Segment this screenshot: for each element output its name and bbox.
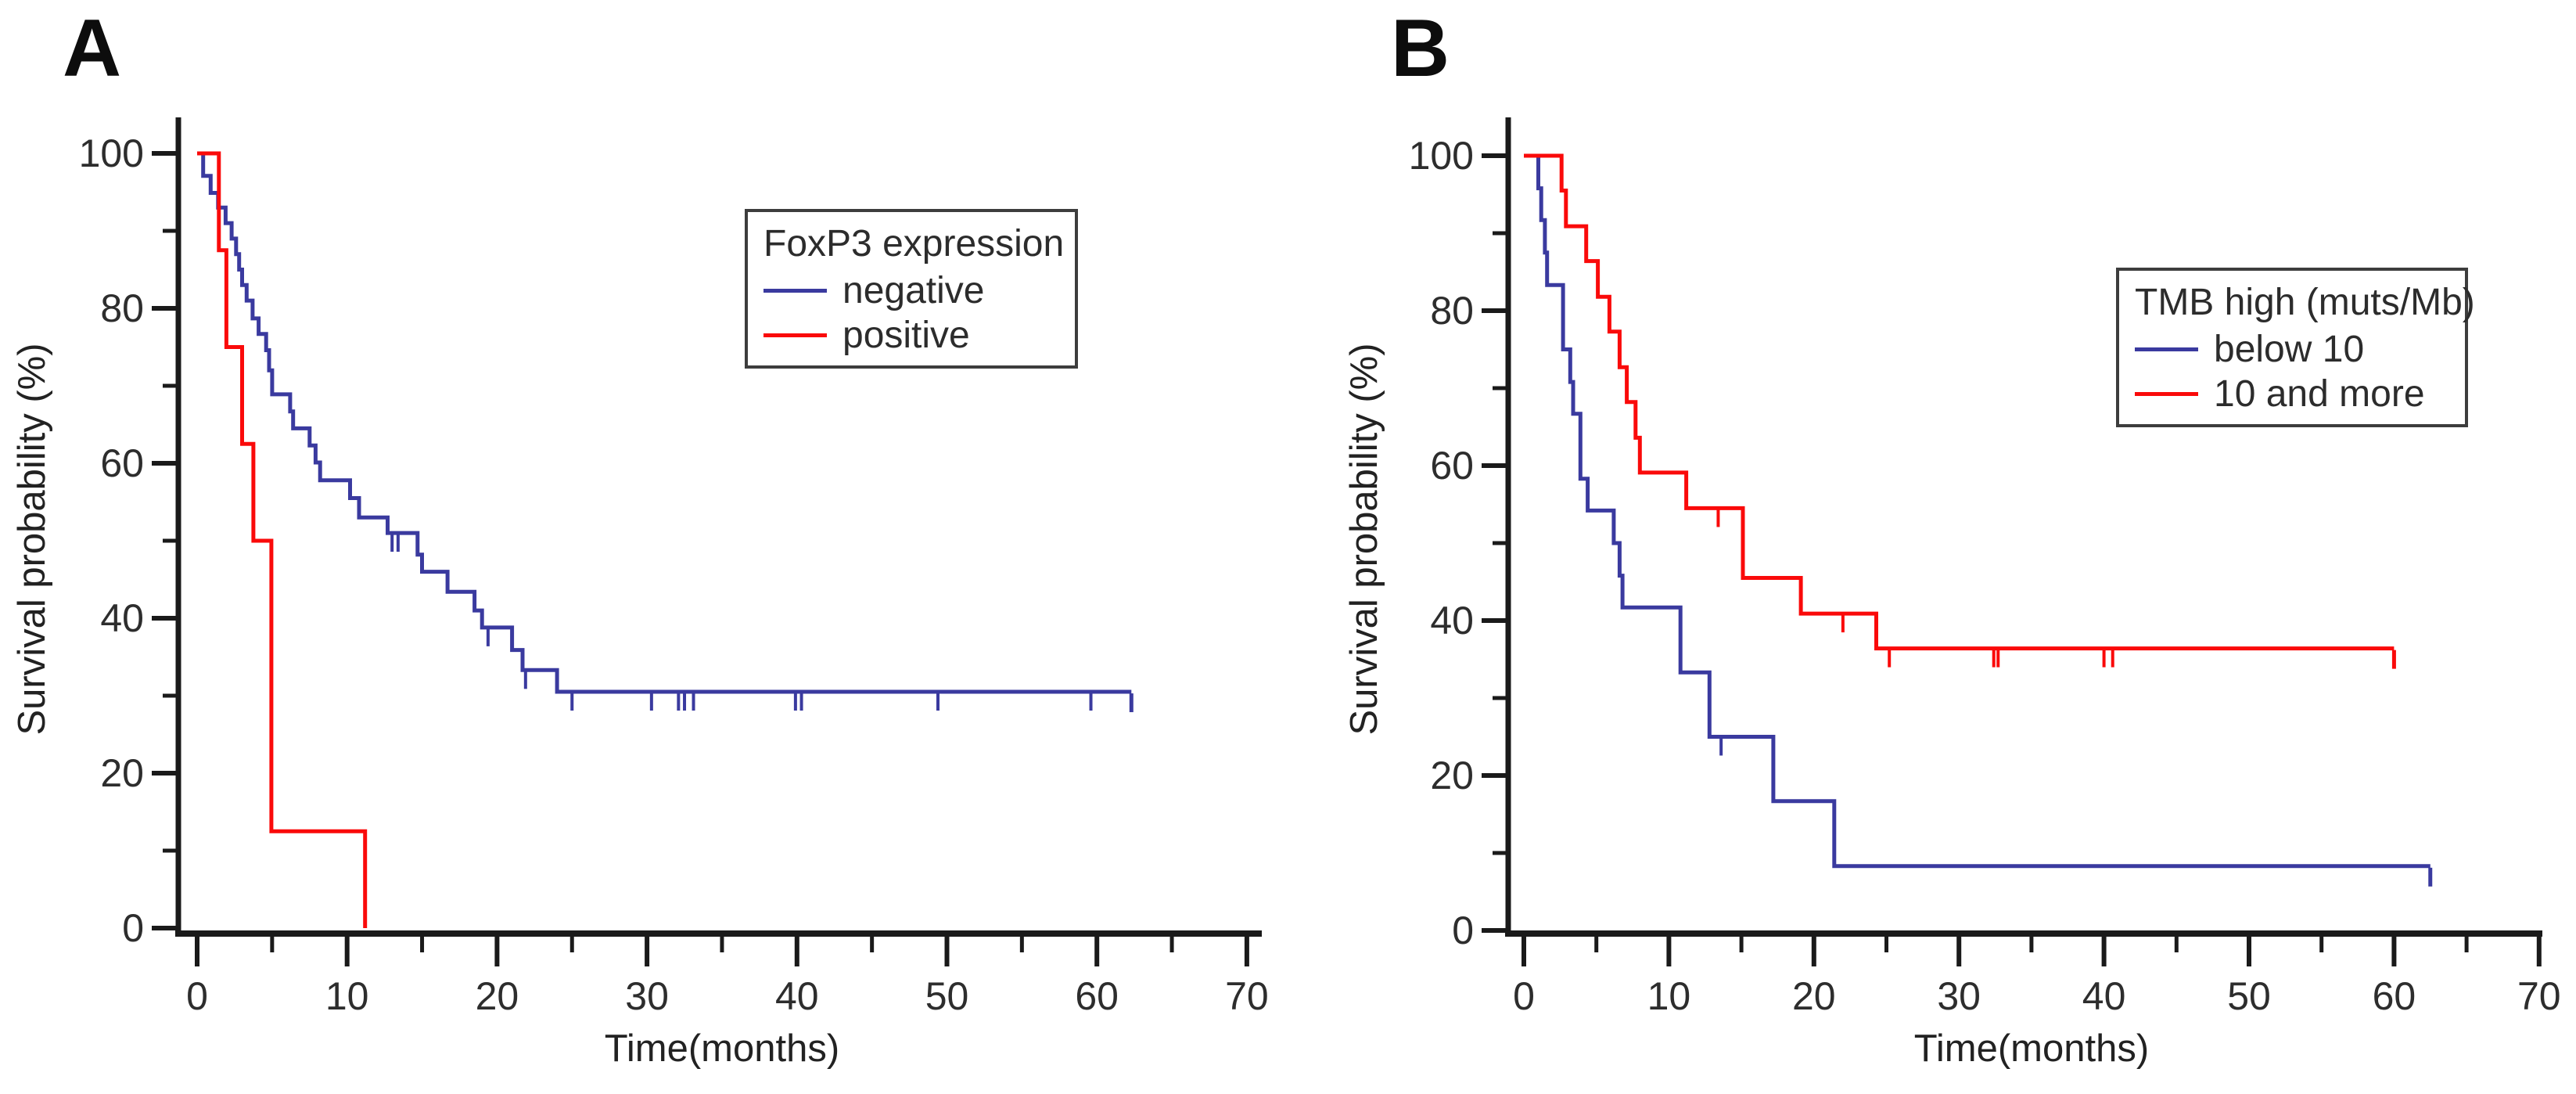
y-tick-label: 60 [100, 441, 144, 485]
legend-item-negative: negative [763, 268, 1062, 313]
panel-b-y-axis-title: Survival probability (%) [1343, 343, 1385, 735]
ten-and-more-line-swatch [2135, 392, 2198, 396]
y-tick-label: 40 [1430, 599, 1474, 642]
x-tick-label: 30 [625, 974, 669, 1018]
below-10-survival-curve [1524, 153, 2430, 869]
x-tick-label: 0 [186, 974, 208, 1018]
below-10-line-swatch [2135, 347, 2198, 351]
panel-a-plot: 0 20 40 60 80 100 0 10 20 30 40 50 60 70 [79, 117, 1269, 1018]
panel-a-x-axis-title: Time(months) [605, 1027, 839, 1070]
legend-item-positive: positive [763, 313, 1062, 358]
y-tick-label: 80 [100, 286, 144, 330]
x-tick-label: 10 [325, 974, 369, 1018]
positive-line-swatch [763, 333, 827, 337]
y-tick-label: 60 [1430, 444, 1474, 488]
x-tick-label: 50 [925, 974, 969, 1018]
x-tick-label: 20 [476, 974, 519, 1018]
legend-item-label: positive [842, 315, 970, 356]
y-tick-label: 20 [1430, 754, 1474, 797]
y-tick-label: 100 [1409, 134, 1474, 178]
panel-a-letter: A [63, 3, 121, 94]
10-and-more-survival-curve [1524, 153, 2395, 651]
negative-survival-curve [197, 151, 1132, 694]
y-tick-label: 40 [100, 596, 144, 640]
panel-a-y-axis-title: Survival probability (%) [11, 343, 53, 735]
x-tick-label: 70 [2517, 974, 2561, 1018]
panel-b-letter: B [1391, 3, 1450, 94]
legend-item-label: 10 and more [2214, 373, 2425, 415]
x-tick-label: 70 [1225, 974, 1269, 1018]
y-tick-label: 80 [1430, 289, 1474, 333]
legend-item-below-10: below 10 [2135, 327, 2452, 372]
x-tick-label: 40 [775, 974, 819, 1018]
x-tick-label: 50 [2227, 974, 2271, 1018]
y-tick-label: 0 [122, 906, 144, 950]
legend-tmb-high: TMB high (muts/Mb) below 10 10 and more [2116, 268, 2475, 427]
y-tick-label: 20 [100, 751, 144, 795]
legend-foxp3-expression: FoxP3 expression negative positive [745, 209, 1078, 369]
panel-b-x-axis-title: Time(months) [1914, 1027, 2149, 1070]
legend-title: FoxP3 expression [763, 223, 1065, 265]
positive-survival-curve [197, 151, 368, 928]
legend-item-label: negative [842, 270, 985, 311]
x-tick-label: 40 [2082, 974, 2126, 1018]
negative-line-swatch [763, 289, 827, 293]
y-tick-label: 0 [1452, 909, 1474, 952]
legend-item-label: below 10 [2214, 329, 2365, 370]
legend-item-10-and-more: 10 and more [2135, 372, 2452, 416]
y-tick-label: 100 [79, 131, 144, 175]
x-tick-label: 20 [1792, 974, 1836, 1018]
x-tick-label: 0 [1513, 974, 1535, 1018]
legend-title: TMB high (muts/Mb) [2135, 282, 2475, 323]
x-tick-label: 60 [1075, 974, 1119, 1018]
x-tick-label: 10 [1647, 974, 1691, 1018]
x-tick-label: 60 [2373, 974, 2416, 1018]
x-tick-label: 30 [1937, 974, 1981, 1018]
panel-b-plot: 0 20 40 60 80 100 0 10 20 30 40 50 60 70 [1409, 117, 2561, 1018]
